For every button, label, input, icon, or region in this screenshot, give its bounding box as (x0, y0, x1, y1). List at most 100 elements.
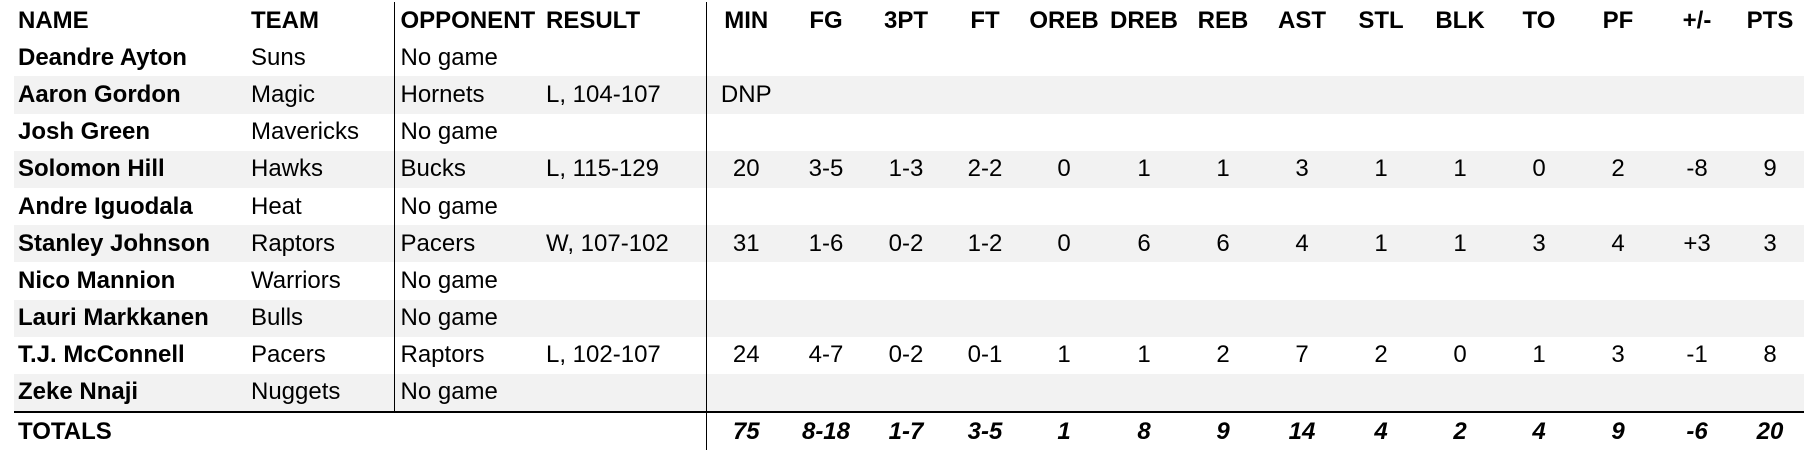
table-row[interactable]: Aaron Gordon Magic Hornets L, 104-107 DNP (14, 76, 1804, 114)
cell-fg (786, 114, 866, 151)
cell-name: T.J. McConnell (18, 341, 185, 369)
cell-blk (1420, 299, 1500, 337)
cell-name: Stanley Johnson (14, 225, 251, 263)
col-header-dreb[interactable]: DREB (1109, 6, 1178, 34)
cell-ast (1262, 299, 1342, 337)
col-header-min[interactable]: MIN (705, 2, 786, 40)
cell-3pt (866, 262, 946, 299)
cell-3pt (866, 76, 946, 114)
cell-team: Raptors (251, 225, 394, 263)
cell-name: Lauri Markkanen (14, 299, 251, 337)
cell-to (1500, 262, 1578, 299)
cell-dreb (1104, 76, 1184, 114)
cell-blk: 1 (1420, 225, 1500, 263)
cell-fg: 1-6 (786, 225, 866, 263)
cell-dreb (1104, 262, 1184, 299)
cell-stl (1342, 262, 1420, 299)
cell-ft (946, 188, 1024, 225)
cell-pf (1578, 39, 1658, 76)
cell-stl (1342, 373, 1420, 413)
cell-ast: 7 (1295, 341, 1309, 369)
col-header-plus-minus[interactable]: +/- (1682, 6, 1712, 34)
col-header-blk[interactable]: BLK (1435, 6, 1485, 34)
cell-blk (1420, 39, 1500, 76)
cell-dreb (1104, 373, 1184, 413)
cell-stl (1342, 76, 1420, 114)
cell-to (1500, 299, 1578, 337)
cell-ft (946, 299, 1024, 337)
col-header-3pt[interactable]: 3PT (883, 6, 928, 34)
cell-reb: 2 (1216, 341, 1230, 369)
table-row[interactable]: Zeke Nnaji Nuggets No game (14, 373, 1804, 413)
cell-ast (1262, 373, 1342, 413)
table-row[interactable]: Deandre Ayton Suns No game (14, 39, 1804, 77)
table-row[interactable]: Andre Iguodala Heat No game (14, 187, 1804, 226)
cell-stl (1342, 114, 1420, 151)
col-header-ft[interactable]: FT (970, 6, 1000, 34)
col-header-stl[interactable]: STL (1358, 6, 1404, 34)
totals-ast: 14 (1262, 411, 1342, 451)
col-header-opponent[interactable]: OPPONENT (393, 2, 546, 40)
header-row: NAME TEAM OPPONENT RESULT MIN FG 3PT FT … (14, 2, 1804, 40)
cell-3pt (866, 299, 946, 337)
col-header-pf[interactable]: PF (1602, 6, 1634, 34)
col-header-result[interactable]: RESULT (546, 6, 641, 34)
cell-pts (1736, 188, 1804, 225)
cell-stl: 2 (1374, 341, 1388, 369)
totals-ft: 3-5 (946, 411, 1024, 451)
table-row[interactable]: Lauri Markkanen Bulls No game (14, 299, 1804, 337)
cell-opponent: No game (393, 39, 546, 77)
cell-reb: 6 (1184, 225, 1262, 263)
totals-fg: 8-18 (786, 411, 866, 451)
cell-to (1500, 76, 1578, 114)
table-row[interactable]: T.J. McConnell Pacers Raptors L, 102-107 24 4… (14, 336, 1804, 374)
cell-to (1500, 373, 1578, 413)
cell-fg (786, 76, 866, 114)
box-score-table: NAME TEAM OPPONENT RESULT MIN FG 3PT FT … (14, 2, 1804, 451)
table-row[interactable]: Solomon Hill Hawks Bucks L, 115-129 20 3-5 1-3… (14, 150, 1804, 188)
cell-name: Andre Iguodala (18, 192, 193, 220)
cell-reb (1184, 299, 1262, 337)
col-header-fg[interactable]: FG (809, 6, 843, 34)
cell-ft (946, 262, 1024, 299)
cell-pf (1578, 299, 1658, 337)
cell-result (546, 299, 706, 337)
cell-min: 20 (705, 150, 786, 188)
cell-min: 31 (705, 225, 786, 263)
cell-blk (1420, 188, 1500, 225)
cell-dreb: 1 (1104, 150, 1184, 188)
col-header-to[interactable]: TO (1522, 6, 1556, 34)
col-header-reb[interactable]: REB (1197, 6, 1249, 34)
cell-oreb (1024, 76, 1104, 114)
table-row[interactable]: Nico Mannion Warriors No game (14, 262, 1804, 300)
cell-reb (1184, 373, 1262, 413)
cell-pf (1578, 188, 1658, 225)
cell-opponent: No game (393, 113, 546, 151)
cell-reb (1184, 262, 1262, 299)
col-header-ast[interactable]: AST (1278, 6, 1326, 34)
cell-fg (786, 39, 866, 76)
table-row[interactable]: Stanley Johnson Raptors Pacers W, 107-102 31… (14, 225, 1804, 263)
col-header-name[interactable]: NAME (18, 6, 89, 34)
cell-reb: 1 (1184, 150, 1262, 188)
col-header-team[interactable]: TEAM (251, 6, 319, 34)
col-header-oreb[interactable]: OREB (1029, 6, 1099, 34)
cell-ast (1262, 39, 1342, 76)
cell-reb (1184, 39, 1262, 76)
cell-reb (1184, 76, 1262, 114)
cell-stl: 1 (1342, 225, 1420, 263)
cell-result (546, 39, 706, 76)
cell-name: Zeke Nnaji (14, 373, 251, 413)
table-row[interactable]: Josh Green Mavericks No game (14, 113, 1804, 151)
cell-pts (1736, 76, 1804, 114)
cell-oreb: 0 (1024, 225, 1104, 263)
cell-team: Nuggets (251, 373, 394, 413)
cell-team: Warriors (251, 266, 341, 294)
cell-ast (1262, 76, 1342, 114)
cell-plus-minus (1658, 262, 1736, 299)
cell-3pt: 1-3 (866, 150, 946, 188)
col-header-pts[interactable]: PTS (1746, 6, 1794, 34)
cell-plus-minus: +3 (1658, 225, 1736, 263)
cell-blk (1420, 262, 1500, 299)
cell-blk (1420, 114, 1500, 151)
